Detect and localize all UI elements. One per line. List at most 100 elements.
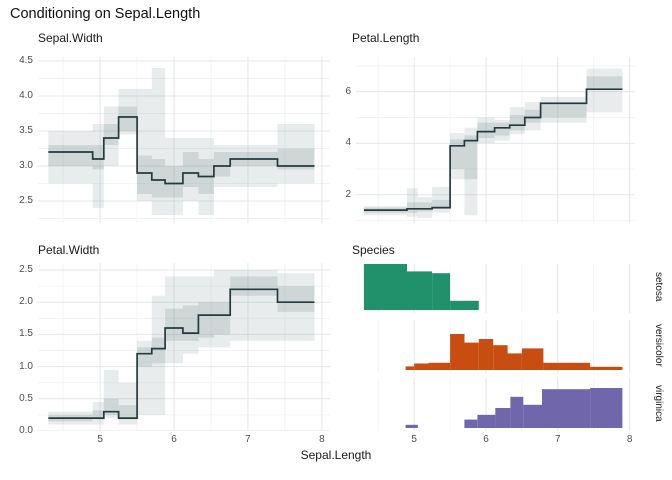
confidence-band <box>137 347 152 367</box>
confidence-band <box>165 166 183 198</box>
step-line <box>48 288 315 419</box>
y-tick-label: 0.0 <box>19 425 33 436</box>
confidence-band <box>277 124 315 184</box>
histogram-bar-versicolor <box>464 342 479 370</box>
confidence-band <box>182 138 199 202</box>
confidence-band <box>586 76 623 88</box>
confidence-band <box>118 88 138 135</box>
histogram-bar-virginica <box>590 388 623 428</box>
confidence-band <box>151 295 166 415</box>
confidence-band <box>118 106 138 132</box>
x-tick-label: 8 <box>626 434 633 445</box>
confidence-band <box>103 106 119 167</box>
confidence-band <box>230 145 278 188</box>
histogram-bar-setosa <box>450 300 479 310</box>
x-tick-label: 7 <box>555 434 561 445</box>
confidence-band <box>151 67 166 216</box>
x-tick-label: 7 <box>245 434 251 445</box>
y-tick-label: 2.5 <box>19 264 33 276</box>
histogram-bar-versicolor <box>507 353 522 370</box>
y-tick-label: 0.5 <box>19 392 33 404</box>
y-tick-label: 4.5 <box>19 54 33 66</box>
confidence-band <box>230 276 278 296</box>
confidence-band <box>137 340 152 415</box>
histogram-bar-setosa <box>407 271 433 310</box>
confidence-band <box>406 202 418 213</box>
x-tick-label: 6 <box>483 434 489 445</box>
confidence-band <box>198 302 214 338</box>
confidence-band <box>213 152 231 177</box>
confidence-band <box>92 124 104 209</box>
petal-width-plot <box>38 263 330 431</box>
x-tick-label: 5 <box>411 434 417 445</box>
confidence-band <box>432 199 451 209</box>
step-line <box>363 88 623 211</box>
strip-label-virginica: virginica <box>653 384 664 422</box>
y-tick-label: 2.0 <box>19 296 33 308</box>
confidence-band <box>92 402 104 425</box>
confidence-band <box>277 148 315 170</box>
confidence-band <box>118 382 138 425</box>
histogram-bar-virginica <box>542 389 591 428</box>
y-tick-label: 1.5 <box>19 328 33 340</box>
confidence-band <box>509 114 525 131</box>
confidence-band <box>182 305 199 341</box>
strip-label-setosa: setosa <box>653 272 664 302</box>
x-axis-label: Sepal.Length <box>300 448 372 462</box>
confidence-band <box>494 120 510 141</box>
confidence-band <box>417 197 433 218</box>
y-tick-label: 4.0 <box>19 89 33 101</box>
step-line <box>48 116 315 185</box>
confidence-band <box>509 107 525 135</box>
confidence-band <box>103 369 119 419</box>
histogram-bar-versicolor <box>543 362 591 370</box>
y-tick-label: 3.0 <box>19 160 33 171</box>
histogram-bar-versicolor <box>428 362 450 370</box>
y-tick-label: 4 <box>345 137 351 149</box>
confidence-band <box>586 68 623 113</box>
confidence-band <box>417 202 433 212</box>
histogram-bar-versicolor <box>478 339 494 370</box>
confidence-band <box>540 96 587 123</box>
y-tick-label: 6 <box>345 85 351 97</box>
confidence-band <box>213 302 231 335</box>
panel-title-petal-width: Petal.Width <box>38 243 100 257</box>
histogram-bar-virginica <box>523 404 542 428</box>
confidence-band <box>406 188 418 217</box>
y-tick-label: 2 <box>345 188 351 200</box>
confidence-band <box>182 276 199 354</box>
y-tick-label: 3.5 <box>19 125 33 136</box>
confidence-band <box>464 127 478 216</box>
confidence-band <box>477 117 495 144</box>
histogram-bar-setosa <box>363 264 407 310</box>
strip-label-versicolor: versicolor <box>653 323 664 367</box>
y-tick-label: 1.0 <box>19 360 33 372</box>
confidence-band <box>432 186 451 213</box>
confidence-band <box>230 270 278 341</box>
confidence-band <box>213 270 231 348</box>
confidence-band <box>165 276 183 364</box>
histogram-bar-virginica <box>464 419 478 428</box>
confidence-band <box>450 132 465 180</box>
confidence-band <box>103 124 119 146</box>
confidence-band <box>151 159 166 198</box>
histogram-bar-versicolor <box>521 348 544 370</box>
confidence-band <box>92 410 104 420</box>
histogram-bar-virginica <box>477 414 496 428</box>
histogram-bar-virginica <box>405 424 418 428</box>
confidence-band <box>277 286 315 312</box>
confidence-band <box>494 122 510 136</box>
histogram-bar-versicolor <box>414 363 429 370</box>
confidence-band <box>198 276 214 348</box>
confidence-band <box>524 102 541 131</box>
confidence-band <box>477 122 495 139</box>
histogram-bar-versicolor <box>590 366 623 370</box>
histogram-bar-versicolor <box>450 334 465 370</box>
sepal-width-plot <box>38 57 330 223</box>
confidence-band <box>524 109 541 123</box>
x-tick-label: 6 <box>171 434 177 445</box>
panel-title-petal-length: Petal.Length <box>352 31 420 45</box>
confidence-band <box>450 139 465 169</box>
confidence-band <box>165 308 183 341</box>
confidence-band <box>151 337 166 364</box>
